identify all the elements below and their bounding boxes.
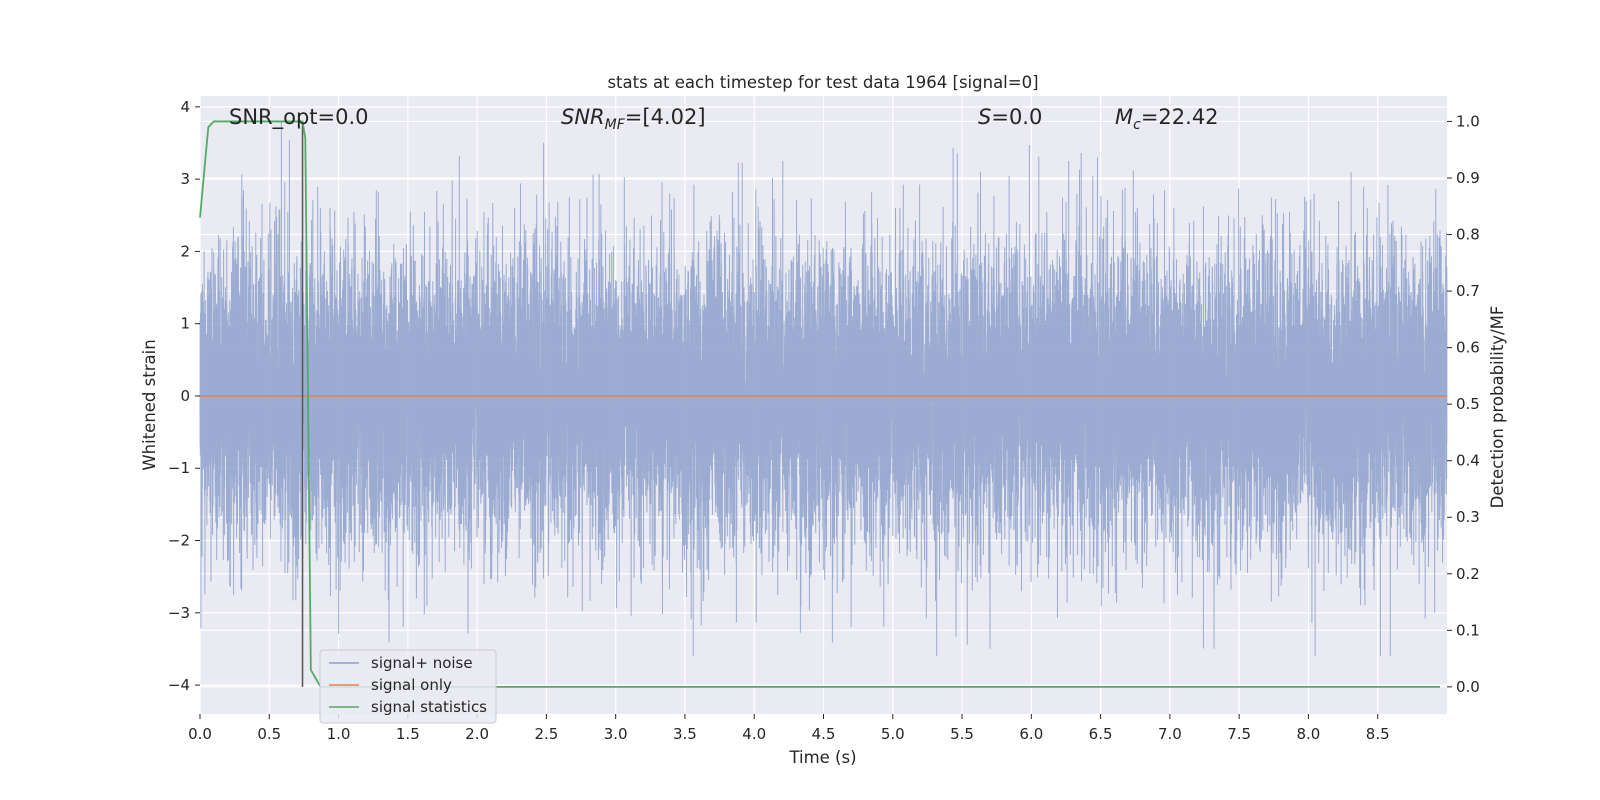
x-tick-label: 7.0 [1158, 725, 1182, 743]
x-tick-label: 5.5 [950, 725, 974, 743]
x-tick-label: 2.5 [534, 725, 558, 743]
annotation-snr-opt: SNR_opt=0.0 [229, 105, 369, 130]
annotation-s-symbol: S [978, 105, 991, 129]
y-tick-label: 4 [180, 98, 190, 116]
y-tick-label: 2 [180, 242, 190, 260]
y-right-tick-label: 0.0 [1456, 678, 1480, 696]
x-tick-label: 0.5 [257, 725, 281, 743]
x-tick-label: 1.0 [327, 725, 351, 743]
y-right-tick-label: 0.5 [1456, 395, 1480, 413]
y-tick-label: −1 [168, 459, 190, 477]
legend-label-signal-only: signal only [371, 676, 452, 694]
x-tick-label: 7.5 [1227, 725, 1251, 743]
chart-title: stats at each timestep for test data 196… [607, 73, 1038, 92]
y-right-tick-label: 0.9 [1456, 169, 1480, 187]
annotation-mc-sub: c [1133, 117, 1141, 133]
series-signal-noise [199, 121, 1448, 657]
annotation-mc: Mc=22.42 [1115, 105, 1219, 133]
x-tick-label: 4.5 [812, 725, 836, 743]
series-signal-statistics [199, 120, 1441, 688]
y-tick-label: 1 [180, 315, 190, 333]
legend-label-signal-statistics: signal statistics [371, 698, 487, 716]
annotation-snr-mf: SNRMF=[4.02] [561, 105, 706, 133]
signal-noise-trace [199, 121, 1448, 657]
annotation-snr-mf-value: =[4.02] [625, 105, 706, 129]
legend-box [319, 649, 497, 724]
annotation-mc-value: =22.42 [1141, 105, 1219, 129]
y-right-tick-label: 0.8 [1456, 226, 1480, 244]
y-right-tick-label: 0.6 [1456, 339, 1480, 357]
x-tick-label: 5.0 [881, 725, 905, 743]
y-tick-label: −2 [168, 532, 190, 550]
x-tick-label: 0.0 [188, 725, 212, 743]
y-tick-label: −3 [168, 604, 190, 622]
y-tick-label: 3 [180, 170, 190, 188]
y-right-tick-label: 0.7 [1456, 282, 1480, 300]
signal-statistics-trace [199, 120, 1441, 688]
annotation-snr-mf-sub: MF [605, 117, 626, 133]
y-tick-label: 0 [180, 387, 190, 405]
x-tick-label: 1.5 [396, 725, 420, 743]
y-right-tick-label: 0.2 [1456, 565, 1480, 583]
y-right-tick-label: 1.0 [1456, 112, 1480, 130]
x-axis-ticks: 0.0 0.5 1.0 1.5 2.0 2.5 3.0 3.5 4.0 4.5 5.0 5.5 6.0 6… [188, 714, 1390, 743]
y-right-tick-label: 0.1 [1456, 621, 1480, 639]
x-tick-label: 8.0 [1297, 725, 1321, 743]
y-right-tick-label: 0.3 [1456, 508, 1480, 526]
annotation-s-value: =0.0 [991, 105, 1042, 129]
x-tick-label: 2.0 [465, 725, 489, 743]
y-tick-label: −4 [168, 676, 190, 694]
annotation-snr-mf-main: SNR [561, 105, 605, 129]
legend-label-signal-noise: signal+ noise [371, 654, 473, 672]
x-tick-label: 8.5 [1366, 725, 1390, 743]
series-layer [199, 120, 1448, 688]
y-axis-right-ticks: 1.0 0.9 0.8 0.7 0.6 0.5 0.4 0.3 0.2 0.1 0.0 [1447, 112, 1480, 696]
annotation-s: S=0.0 [978, 105, 1042, 129]
x-tick-label: 6.0 [1019, 725, 1043, 743]
legend: signal+ noise signal only signal statist… [319, 649, 497, 724]
y-right-tick-label: 0.4 [1456, 452, 1480, 470]
x-tick-label: 4.0 [742, 725, 766, 743]
y-axis-label: Whitened strain [140, 339, 159, 470]
x-axis-label: Time (s) [788, 748, 856, 767]
y-axis-right-label: Detection probability/MF [1488, 306, 1507, 509]
x-tick-label: 6.5 [1089, 725, 1113, 743]
y-axis-left-ticks: 4 3 2 1 0 −1 −2 −3 −4 [168, 98, 200, 694]
x-tick-label: 3.0 [604, 725, 628, 743]
x-tick-label: 3.5 [673, 725, 697, 743]
annotation-mc-symbol: M [1115, 105, 1133, 129]
